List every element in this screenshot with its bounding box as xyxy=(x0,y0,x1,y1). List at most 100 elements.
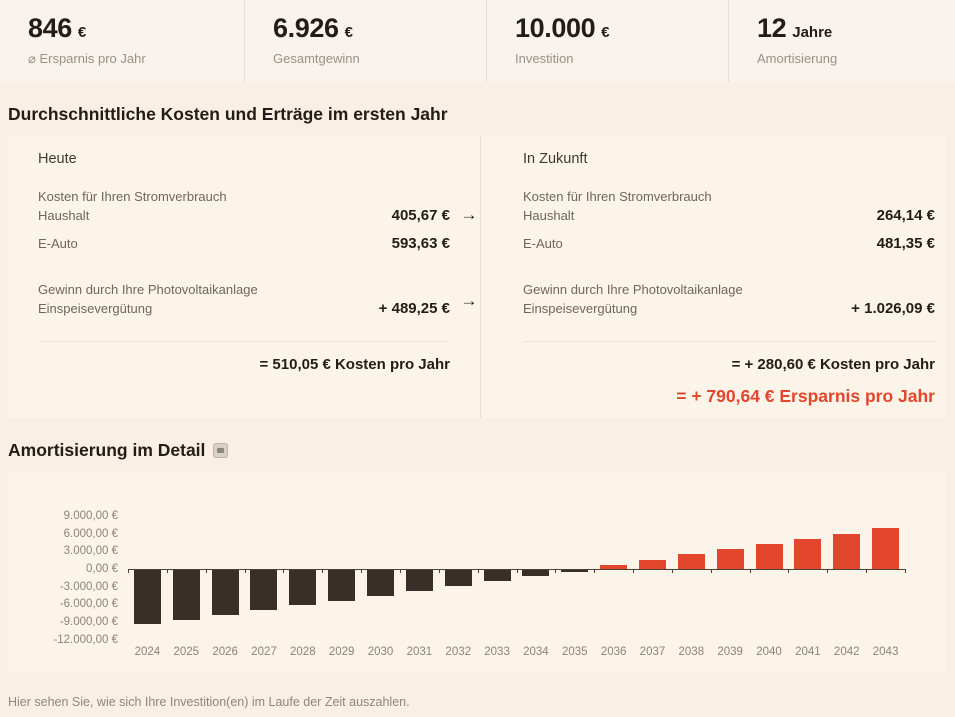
summary-stats-bar: 846 € ⌀ Ersparnis pro Jahr 6.926 € Gesam… xyxy=(0,0,955,82)
gain-row-einspeiseverguetung: Einspeisevergütung + 1.026,09 € xyxy=(523,300,935,317)
chart-bar-2035 xyxy=(561,570,589,572)
axis-tick xyxy=(594,569,596,573)
future-consumption-group: Kosten für Ihren Stromverbrauch Haushalt… xyxy=(523,189,935,252)
y-axis-tick-label: -9.000,00 € xyxy=(59,616,118,629)
stat-label: Amortisierung xyxy=(757,51,838,66)
cost-row-haushalt: Haushalt 264,14 € xyxy=(523,207,935,224)
axis-tick xyxy=(710,569,712,573)
axis-tick xyxy=(866,569,868,573)
axis-tick xyxy=(244,569,246,573)
future-savings-total: = + 790,64 € Ersparnis pro Jahr xyxy=(676,386,935,406)
euro-unit: € xyxy=(601,24,610,41)
chart-bar-2032 xyxy=(444,570,472,586)
info-icon-glyph xyxy=(217,448,225,453)
future-gain-group: Gewinn durch Ihre Photovoltaikanlage Ein… xyxy=(523,282,935,317)
y-axis-tick-label: -3.000,00 € xyxy=(59,580,118,593)
main-content: Durchschnittliche Kosten und Erträge im … xyxy=(0,104,955,709)
axis-tick xyxy=(555,569,557,573)
arrow-right-icon: → xyxy=(460,205,478,224)
gain-row-einspeiseverguetung: Einspeisevergütung + 489,25 € xyxy=(38,300,450,317)
cost-row-haushalt: Haushalt 405,67 € xyxy=(38,207,450,224)
axis-tick xyxy=(749,569,751,573)
x-axis-label: 2037 xyxy=(639,646,666,658)
today-total: = 510,05 € Kosten pro Jahr xyxy=(259,356,450,373)
x-axis-label: 2040 xyxy=(756,646,782,658)
chart-bar-2040 xyxy=(755,544,783,569)
x-axis-label: 2042 xyxy=(833,646,860,658)
chart-bar-2036 xyxy=(600,564,628,569)
x-axis-label: 2043 xyxy=(872,646,899,658)
euro-unit: € xyxy=(77,24,87,41)
costs-future-column: In Zukunft Kosten für Ihren Stromverbrau… xyxy=(480,135,947,418)
x-axis-label: 2032 xyxy=(445,646,472,658)
today-gain-group: Gewinn durch Ihre Photovoltaikanlage Ein… xyxy=(38,282,450,317)
chart-bar-2041 xyxy=(794,538,822,569)
axis-tick xyxy=(166,569,168,573)
axis-tick xyxy=(205,569,207,573)
y-axis-tick-label: 6.000,00 € xyxy=(63,527,118,540)
future-total: = + 280,60 € Kosten pro Jahr xyxy=(731,356,935,373)
axis-tick xyxy=(827,569,829,573)
today-heading: Heute xyxy=(38,151,77,167)
y-axis-tick-label: -6.000,00 € xyxy=(59,598,118,611)
stat-label: ⌀ Ersparnis pro Jahr xyxy=(28,51,146,66)
stat-value: 12 Jahre xyxy=(757,13,833,43)
axis-tick xyxy=(477,569,479,573)
chart-bar-2025 xyxy=(172,570,200,620)
costs-today-column: Heute Kosten für Ihren Stromverbrauch Ha… xyxy=(8,135,480,418)
chart-footnote: Hier sehen Sie, wie sich Ihre Investitio… xyxy=(8,695,410,709)
cost-row-eauto: E-Auto 593,63 € xyxy=(38,235,450,252)
chart-bar-2027 xyxy=(250,570,278,611)
chart-bar-2028 xyxy=(289,570,317,606)
y-axis-tick-label: 3.000,00 € xyxy=(63,545,118,558)
axis-tick xyxy=(671,569,673,573)
x-axis-label: 2025 xyxy=(173,646,200,658)
chart-bar-2043 xyxy=(872,528,900,569)
x-axis-label: 2041 xyxy=(795,646,821,658)
chart-bar-2033 xyxy=(483,570,511,581)
chart-bar-2037 xyxy=(638,559,666,569)
x-axis-label: 2026 xyxy=(212,646,238,658)
axis-tick xyxy=(633,569,635,573)
costs-comparison-card: Heute Kosten für Ihren Stromverbrauch Ha… xyxy=(8,135,947,418)
divider xyxy=(38,341,450,342)
y-axis-tick-label: 9.000,00 € xyxy=(63,509,118,522)
chart-bar-2042 xyxy=(833,533,861,569)
x-axis-label: 2036 xyxy=(600,646,627,658)
axis-tick xyxy=(399,569,401,573)
today-consumption-group: Kosten für Ihren Stromverbrauch Haushalt… xyxy=(38,189,450,252)
stat-value: 6.926 € xyxy=(273,13,353,43)
arrow-right-icon: → xyxy=(460,291,478,310)
x-axis-label: 2031 xyxy=(406,646,433,658)
axis-tick xyxy=(322,569,324,573)
amortization-chart-card: 9.000,00 € 6.000,00 € 3.000,00 € 0,00 € -3.0… xyxy=(8,471,947,671)
amortization-bar-chart: 9.000,00 € 6.000,00 € 3.000,00 € 0,00 € -3.0… xyxy=(8,471,947,671)
chart-bar-2034 xyxy=(522,570,550,576)
x-axis-label: 2034 xyxy=(523,646,549,658)
euro-unit: € xyxy=(344,24,353,41)
info-tooltip-icon[interactable] xyxy=(213,443,229,458)
axis-tick xyxy=(905,569,906,573)
chart-bar-2031 xyxy=(405,570,433,591)
chart-bar-2030 xyxy=(367,570,395,596)
stat-ersparnis-pro-jahr: 846 € ⌀ Ersparnis pro Jahr xyxy=(0,0,244,82)
divider xyxy=(523,341,935,342)
x-axis-label: 2039 xyxy=(717,646,743,658)
chart-bar-2029 xyxy=(328,570,356,601)
chart-bar-2038 xyxy=(677,554,705,569)
axis-tick xyxy=(438,569,440,573)
stat-label: Gesamtgewinn xyxy=(273,51,360,66)
x-axis-label: 2038 xyxy=(678,646,705,658)
amortization-title-text: Amortisierung im Detail xyxy=(8,440,206,460)
cost-row-eauto: E-Auto 481,35 € xyxy=(523,235,935,252)
chart-bar-2039 xyxy=(716,549,744,569)
jahre-unit: Jahre xyxy=(792,24,833,41)
x-axis-label: 2029 xyxy=(328,646,355,658)
x-axis-label: 2033 xyxy=(484,646,510,658)
stat-amortisierung: 12 Jahre Amortisierung xyxy=(728,0,955,82)
chart-bar-2024 xyxy=(133,570,161,625)
stat-investition: 10.000 € Investition xyxy=(486,0,728,82)
stat-label: Investition xyxy=(515,51,574,66)
stat-value: 846 € xyxy=(28,13,87,43)
x-axis-label: 2030 xyxy=(367,646,394,658)
